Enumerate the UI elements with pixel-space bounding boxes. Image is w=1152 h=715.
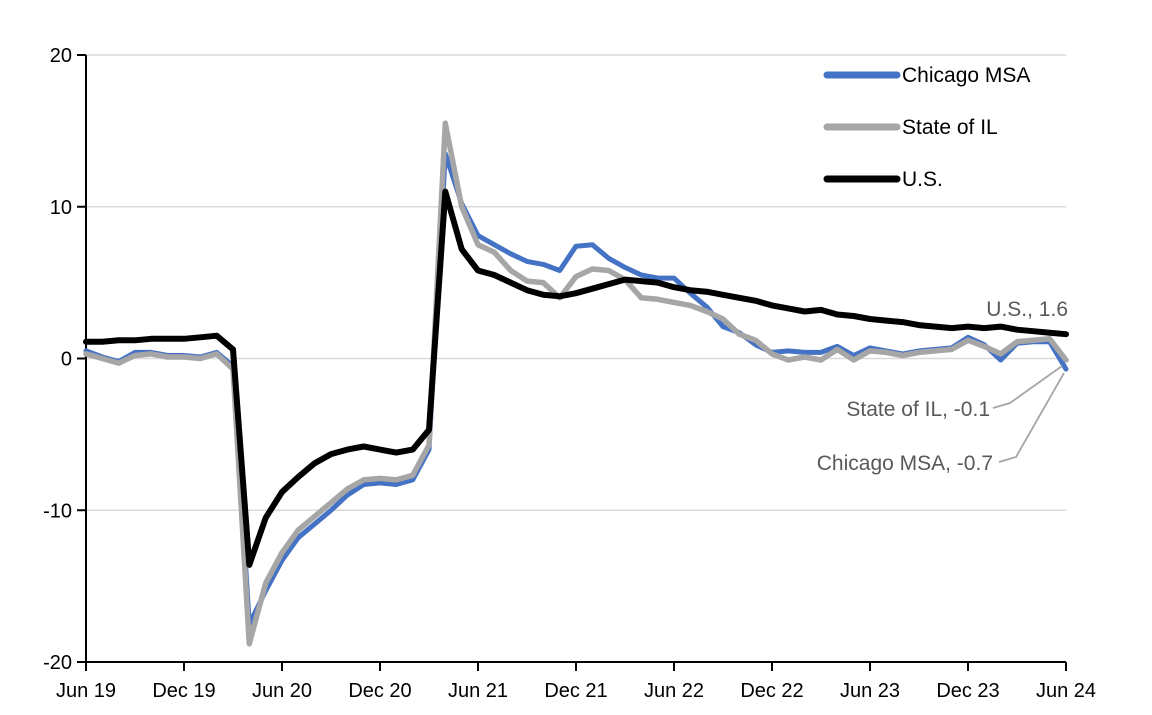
state-il-leader-line	[992, 365, 1063, 409]
state-il-end-annotation: State of IL, -0.1	[846, 398, 990, 421]
y-axis-tick-labels: 20 10 0 -10 -20	[43, 45, 72, 674]
x-tick-label: Jun 19	[56, 680, 116, 702]
x-tick-label: Jun 22	[644, 680, 704, 702]
x-tick-label: Dec 21	[544, 680, 607, 702]
x-tick-label: Jun 24	[1036, 680, 1096, 702]
y-tick-label: 0	[61, 349, 72, 371]
y-tick-label: -20	[43, 652, 72, 674]
y-tick-label: 10	[50, 197, 72, 219]
legend-label-us: U.S.	[902, 168, 943, 191]
x-axis-tick-labels: Jun 19 Dec 19 Jun 20 Dec 20 Jun 21 Dec 21 Jun …	[56, 680, 1096, 702]
chicago-msa-end-annotation: Chicago MSA, -0.7	[817, 452, 993, 475]
end-value-annotations: U.S., 1.6 State of IL, -0.1 Chicago MSA,…	[817, 298, 1068, 475]
gridlines	[86, 54, 1066, 511]
series-line-u-s-	[83, 188, 1069, 568]
legend: Chicago MSA State of IL U.S.	[823, 64, 1030, 191]
x-tick-label: Jun 21	[448, 680, 508, 702]
us-end-annotation: U.S., 1.6	[986, 298, 1068, 321]
axes	[77, 54, 1067, 671]
x-tick-label: Jun 20	[252, 680, 312, 702]
legend-label-chicago-msa: Chicago MSA	[902, 64, 1030, 87]
series-lines	[83, 120, 1069, 647]
x-tick-label: Jun 23	[840, 680, 900, 702]
series-line-state-of-il	[83, 120, 1069, 647]
legend-label-state-of-il: State of IL	[902, 116, 998, 139]
chicago-msa-leader-line	[998, 372, 1065, 463]
x-tick-label: Dec 22	[740, 680, 803, 702]
y-tick-label: 20	[50, 45, 72, 67]
x-tick-label: Dec 20	[348, 680, 411, 702]
y-tick-label: -10	[43, 500, 72, 522]
x-tick-label: Dec 19	[152, 680, 215, 702]
x-tick-label: Dec 23	[936, 680, 999, 702]
